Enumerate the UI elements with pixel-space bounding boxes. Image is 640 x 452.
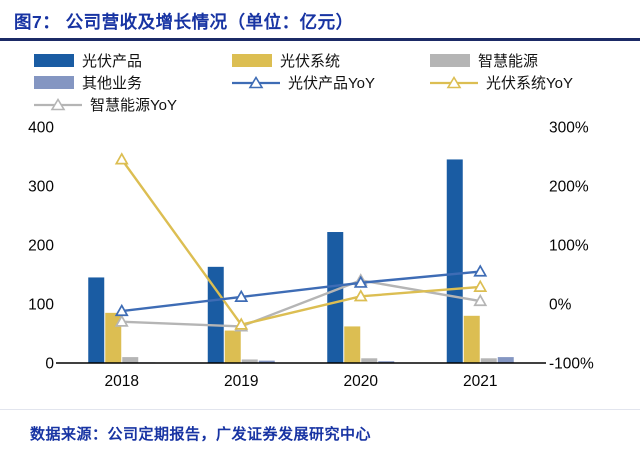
line_pv_system-swatch-icon [430, 75, 478, 88]
bar_other-swatch-icon [34, 75, 74, 89]
x-axis-label: 2019 [224, 373, 258, 390]
figure-footer: 数据来源：公司定期报告，广发证券发展研究中心 [0, 409, 640, 444]
bar-光伏系统 [224, 330, 241, 363]
marker-光伏系统YoY [114, 152, 129, 165]
marker-光伏产品YoY [473, 264, 488, 277]
left-axis-tick-label: 200 [28, 238, 54, 255]
legend-label: 智慧能源 [478, 52, 539, 70]
marker-光伏产品YoY [114, 303, 129, 317]
bar-光伏产品 [207, 266, 224, 363]
right-axis-tick-label: 0% [549, 297, 572, 314]
line-智慧能源YoY [121, 279, 481, 328]
marker-光伏产品YoY [234, 289, 249, 302]
legend-item-bar_smart_energy: 智慧能源 [430, 49, 628, 71]
data-source-text: 数据来源：公司定期报告，广发证券发展研究中心 [30, 426, 372, 443]
legend-item-bar_pv_product: 光伏产品 [34, 49, 232, 71]
right-axis-tick-label: 300% [549, 120, 589, 137]
legend-label: 光伏系统YoY [486, 74, 573, 92]
left-axis-tick-label: 100 [28, 297, 54, 314]
figure-header: 图7： 公司营收及增长情况（单位：亿元） [0, 0, 640, 41]
chart-legend: 光伏产品 光伏系统 智慧能源其他业务 光伏产品YoY 光伏系统YoY 智慧能源YoY [0, 41, 640, 117]
legend-label: 光伏产品YoY [288, 74, 375, 92]
x-axis-label: 2018 [105, 373, 139, 390]
bar-其他业务 [258, 360, 275, 363]
marker-光伏产品YoY [353, 275, 368, 288]
legend-label: 其他业务 [82, 74, 143, 92]
bar-光伏产品 [446, 159, 463, 363]
bar-光伏产品 [327, 232, 344, 363]
marker-光伏系统YoY [353, 289, 368, 302]
line_smart_energy-swatch-icon [34, 97, 82, 110]
bar-智慧能源 [241, 359, 258, 363]
line-光伏产品YoY [121, 270, 481, 313]
x-axis-label: 2020 [344, 373, 379, 390]
line-光伏系统YoY [120, 158, 481, 327]
figure-title: 图7： 公司营收及增长情况（单位：亿元） [14, 12, 354, 32]
marker-光伏系统YoY [234, 317, 249, 330]
marker-光伏系统YoY [473, 279, 488, 292]
right-axis-tick-label: 200% [549, 179, 589, 196]
legend-item-bar_other: 其他业务 [34, 71, 232, 93]
legend-label: 智慧能源YoY [90, 96, 177, 114]
bar-智慧能源 [361, 358, 378, 363]
legend-item-bar_pv_system: 光伏系统 [232, 49, 430, 71]
chart-area: 0 100 200 300 400 -100% 0% 100% 200% 300% 2018 2019… [0, 117, 640, 393]
left-axis-tick-label: 300 [28, 179, 54, 196]
bar-光伏系统 [344, 326, 361, 363]
bar-光伏产品 [88, 277, 105, 363]
bar-光伏系统 [463, 315, 480, 363]
bar-其他业务 [497, 357, 514, 363]
bar-其他业务 [378, 361, 395, 363]
bar_pv_product-swatch-icon [34, 53, 74, 67]
bar_smart_energy-swatch-icon [430, 53, 470, 67]
right-axis-tick-label: -100% [549, 356, 594, 373]
bar-智慧能源 [122, 357, 139, 363]
marker-智慧能源YoY [114, 314, 129, 327]
revenue-growth-chart: 0 100 200 300 400 -100% 0% 100% 200% 300% 2018 2019… [28, 120, 594, 391]
legend-item-line_pv_system: 光伏系统YoY [430, 71, 628, 93]
legend-label: 光伏系统 [280, 52, 341, 70]
right-axis-tick-label: 100% [549, 238, 589, 255]
left-axis-tick-label: 400 [28, 120, 54, 137]
line_pv_product-swatch-icon [232, 75, 280, 88]
marker-智慧能源YoY [473, 293, 488, 307]
left-axis-tick-label: 0 [45, 356, 54, 373]
legend-label: 光伏产品 [82, 52, 143, 70]
x-axis-label: 2021 [463, 373, 497, 390]
legend-item-line_smart_energy: 智慧能源YoY [34, 93, 232, 115]
legend-item-line_pv_product: 光伏产品YoY [232, 71, 430, 93]
bar_pv_system-swatch-icon [232, 53, 272, 67]
bar-智慧能源 [480, 358, 497, 363]
